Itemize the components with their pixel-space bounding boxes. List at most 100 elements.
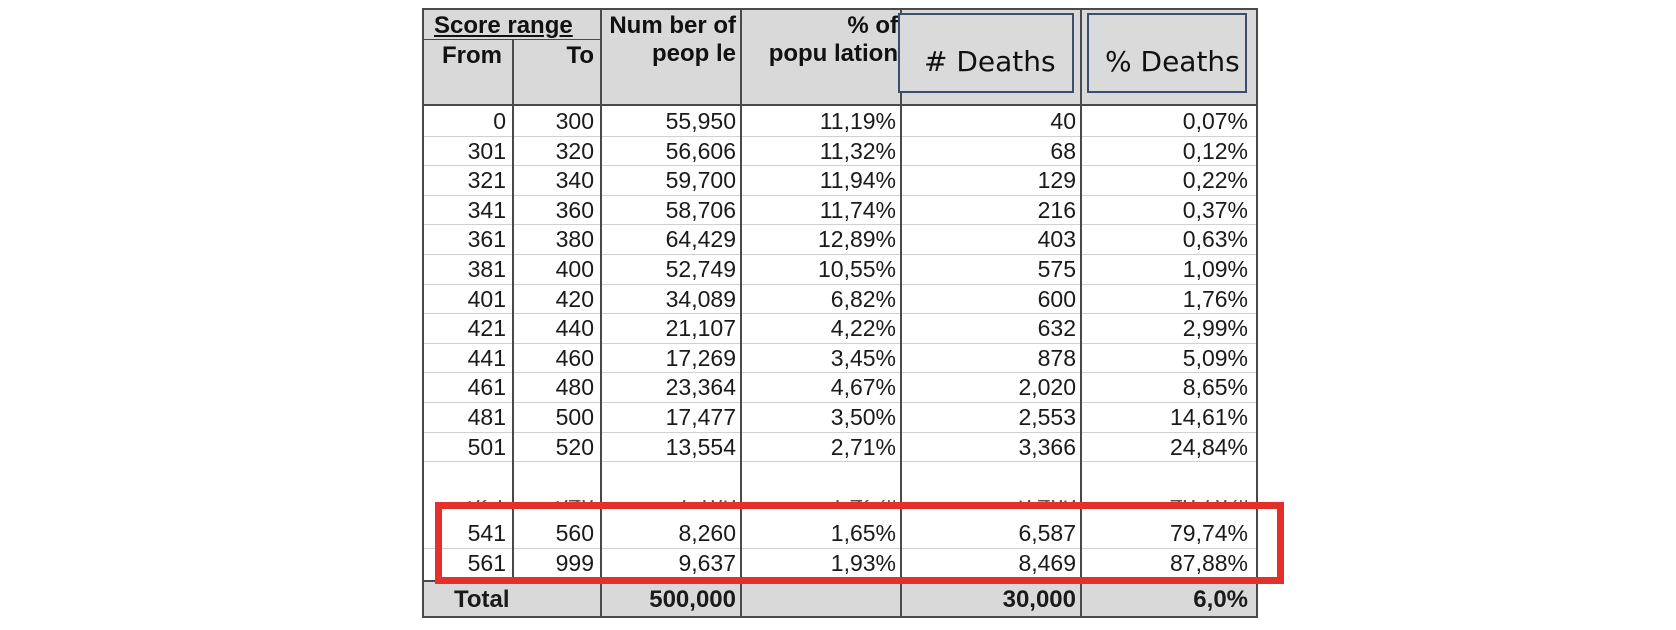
table-row: 501 520 13,554 2,71% 3,366 24,84% <box>424 432 1256 462</box>
cell-from: 361 <box>467 226 506 253</box>
cell-deaths: 8,469 <box>1018 549 1076 576</box>
cell-pct-deaths: 24,84% <box>1169 433 1248 460</box>
header-pct-population: % of popu lation <box>742 10 900 104</box>
cell-pct-population: 4,22% <box>830 315 896 342</box>
cell-from: 301 <box>467 137 506 164</box>
cell-people: 13,554 <box>665 433 736 460</box>
cell-to: 500 <box>555 404 594 430</box>
cell-to: 360 <box>555 196 594 223</box>
cell-pct-population: 11,74% <box>819 196 896 223</box>
cell-pct-deaths: 14,61% <box>1169 404 1248 430</box>
cell-to: 440 <box>555 315 594 342</box>
header-pct-line2: popu lation <box>768 40 898 67</box>
table-row: 541 560 8,260 1,65% 6,587 79,74% <box>424 518 1256 548</box>
cell-to: 420 <box>555 285 594 312</box>
cell-deaths: 2,553 <box>1018 404 1076 430</box>
cell-people: 34,089 <box>665 285 736 312</box>
header-to: To <box>514 40 600 104</box>
cell-from: 0 <box>493 108 506 134</box>
cell-people: 17,269 <box>665 344 736 371</box>
col-line-2 <box>600 10 602 616</box>
deaths-overlay-text: # Deaths <box>924 45 1056 78</box>
header-from: From <box>424 40 512 104</box>
header-number-line1: Num ber of <box>609 12 736 39</box>
cell-people: 8,260 <box>678 520 736 546</box>
cell-people: 55,950 <box>665 108 736 134</box>
cell-deaths: 878 <box>1037 344 1076 371</box>
cell-deaths: 403 <box>1037 226 1076 253</box>
table-row: 561 999 9,637 1,93% 8,469 87,88% <box>424 548 1256 578</box>
cell-people: 56,606 <box>665 137 736 164</box>
table-row: 301 320 56,606 11,32% 68 0,12% <box>424 136 1256 166</box>
row-separator <box>424 342 1256 344</box>
cell-pct-population: 11,19% <box>819 108 896 134</box>
spreadsheet-table: Score range From To Num ber of peop le %… <box>422 8 1258 618</box>
cell-deaths: 575 <box>1037 256 1076 282</box>
row-separator <box>424 461 1256 463</box>
cell-from: 481 <box>467 404 506 430</box>
cell-deaths: 68 <box>1050 137 1076 164</box>
total-row: Total 500,000 30,000 6,0% <box>424 580 1256 616</box>
cell-deaths: 6,587 <box>1018 520 1076 546</box>
cell-people: 23,364 <box>665 374 736 401</box>
cell-people: 9,637 <box>678 549 736 576</box>
cell-from: 401 <box>467 285 506 312</box>
cell-pct-deaths: 1,76% <box>1182 285 1248 312</box>
col-line-5 <box>1080 10 1082 616</box>
cell-from: 541 <box>467 520 506 546</box>
cell-pct-deaths: 0,07% <box>1182 108 1248 134</box>
cell-from: 421 <box>467 315 506 342</box>
cell-deaths: 216 <box>1037 196 1076 223</box>
cell-pct-population: 11,94% <box>819 167 896 194</box>
cell-deaths: 2,020 <box>1018 374 1076 401</box>
cell-pct-deaths: 0,12% <box>1182 137 1248 164</box>
cell-from: 461 <box>467 374 506 401</box>
row-separator <box>424 431 1256 433</box>
cell-pct-deaths: 2,99% <box>1182 315 1248 342</box>
cell-to: 380 <box>555 226 594 253</box>
table-row: 461 480 23,364 4,67% 2,020 8,65% <box>424 372 1256 402</box>
col-line-4 <box>900 10 902 616</box>
total-pct-deaths: 6,0% <box>1193 586 1248 613</box>
table-row: 441 460 17,269 3,45% 878 5,09% <box>424 343 1256 373</box>
total-people: 500,000 <box>649 586 736 613</box>
cell-pct-population: 10,55% <box>817 256 896 282</box>
table-row: 401 420 34,089 6,82% 600 1,76% <box>424 284 1256 314</box>
cell-people: 59,700 <box>665 167 736 194</box>
cell-from: 441 <box>467 344 506 371</box>
cell-pct-deaths: 0,37% <box>1182 196 1248 223</box>
cell-deaths: 40 <box>1050 108 1076 134</box>
cell-from: 381 <box>467 256 506 282</box>
cell-to: 400 <box>555 256 594 282</box>
header-pct-line1: % of <box>847 12 898 39</box>
row-separator <box>424 165 1256 167</box>
table-row: 0 300 55,950 11,19% 40 0,07% <box>424 106 1256 136</box>
cell-people: 52,749 <box>665 256 736 282</box>
cell-pct-deaths: 79,74% <box>1169 520 1248 546</box>
cell-deaths: 3,366 <box>1018 433 1076 460</box>
highlight-box <box>435 502 1284 584</box>
cell-pct-population: 4,67% <box>830 374 896 401</box>
cell-to: 480 <box>555 374 594 401</box>
cell-people: 21,107 <box>665 315 736 342</box>
row-separator <box>424 194 1256 196</box>
row-separator <box>424 224 1256 226</box>
col-line-1 <box>512 40 514 580</box>
cell-to: 300 <box>555 108 594 134</box>
cell-pct-population: 11,32% <box>819 137 896 164</box>
cell-from: 501 <box>467 433 506 460</box>
cell-to: 560 <box>555 520 594 546</box>
cell-deaths: 129 <box>1037 167 1076 194</box>
header-number-line2: peop le <box>651 40 736 67</box>
row-separator <box>424 313 1256 315</box>
header-score-range: Score range <box>424 10 600 40</box>
cell-pct-deaths: 5,09% <box>1182 344 1248 371</box>
row-separator <box>424 254 1256 255</box>
table-row: 321 340 59,700 11,94% 129 0,22% <box>424 165 1256 195</box>
table-row: 341 360 58,706 11,74% 216 0,37% <box>424 195 1256 225</box>
table-row: 381 400 52,749 10,55% 575 1,09% <box>424 254 1256 284</box>
table-row: 361 380 64,429 12,89% 403 0,63% <box>424 224 1256 254</box>
cell-pct-population: 6,82% <box>830 285 896 312</box>
row-separator <box>424 547 1256 549</box>
cell-pct-population: 2,71% <box>830 433 896 460</box>
